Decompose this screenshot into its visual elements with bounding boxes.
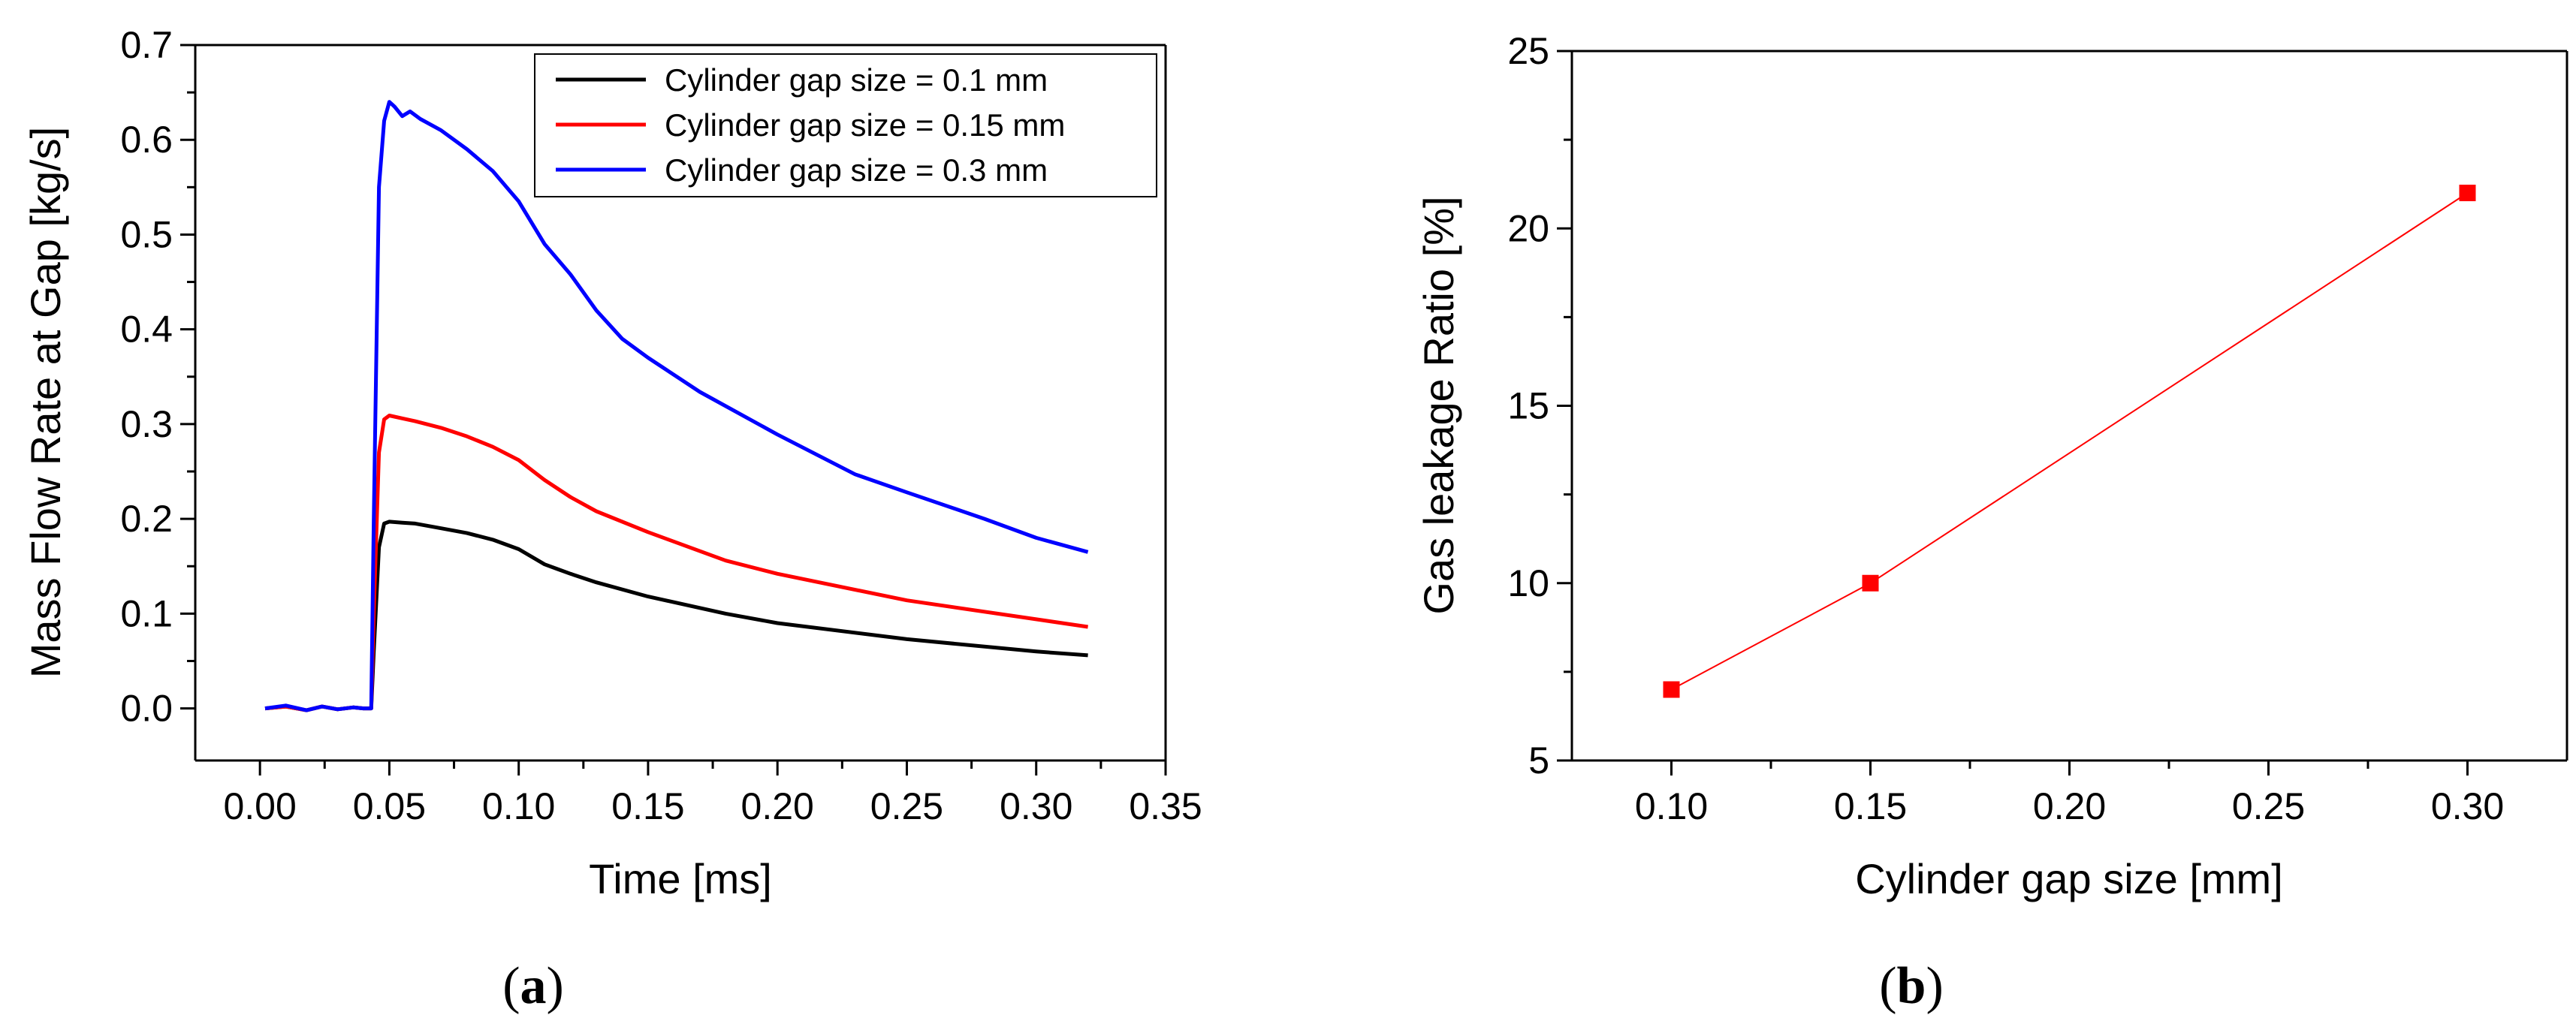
x-tick-label: 0.35 — [1129, 785, 1202, 827]
chart-a-series — [264, 100, 1089, 712]
y-tick-label: 5 — [1528, 739, 1549, 782]
y-tick-label: 15 — [1507, 385, 1549, 427]
chart-b-panel-letter: b — [1897, 957, 1926, 1015]
y-tick-label: 0.2 — [120, 498, 173, 540]
data-point-marker — [1862, 574, 1879, 592]
x-tick-label: 0.25 — [870, 785, 943, 827]
x-tick-label: 0.15 — [611, 785, 684, 827]
chart-a-legend: Cylinder gap size = 0.1 mm Cylinder gap … — [534, 53, 1157, 197]
chart-a-panel-letter: a — [520, 957, 547, 1015]
chart-b-x-axis-title: Cylinder gap size [mm] — [1855, 855, 2283, 902]
chart-b-panel-label: (b) — [1879, 957, 1944, 1015]
chart-a-x-axis-title: Time [ms] — [589, 855, 772, 902]
chart-a-panel-open-paren: ( — [502, 957, 520, 1015]
chart-b-panel-close-paren: ) — [1926, 957, 1943, 1015]
y-tick-label: 10 — [1507, 562, 1549, 604]
y-tick-label: 20 — [1507, 207, 1549, 249]
series-line-gap-0-15 — [264, 414, 1088, 712]
x-tick-label: 0.10 — [482, 785, 555, 827]
chart-b-x-ticks: 0.10 0.15 0.20 0.25 0.30 — [1635, 760, 2504, 827]
series-line-gap-0-3 — [264, 100, 1089, 712]
y-tick-label: 0.3 — [120, 403, 173, 445]
chart-a-y-ticks: 0.0 0.1 0.2 0.3 0.4 0.5 0.6 0.7 — [120, 24, 195, 730]
legend-label-gap-0-15: Cylinder gap size = 0.15 mm — [665, 107, 1065, 143]
x-tick-label: 0.30 — [1000, 785, 1072, 827]
chart-b-series — [1663, 185, 2476, 698]
y-tick-label: 0.5 — [120, 213, 173, 255]
y-tick-label: 0.0 — [120, 688, 173, 730]
chart-a-x-ticks: 0.00 0.05 0.10 0.15 0.20 0.25 0.30 0.35 — [223, 760, 1202, 827]
y-tick-label: 0.4 — [120, 309, 173, 351]
x-tick-label: 0.30 — [2431, 785, 2504, 827]
chart-a-mass-flow-rate: 0.00 0.05 0.10 0.15 0.20 0.25 0.30 0.35 0.00.10… — [22, 24, 1202, 1015]
chart-b-panel-open-paren: ( — [1879, 957, 1896, 1015]
series-line-leakage — [1671, 192, 2469, 691]
y-tick-label: 0.7 — [120, 24, 173, 66]
x-tick-label: 0.25 — [2232, 785, 2305, 827]
chart-b-gas-leakage-ratio: 0.10 0.15 0.20 0.25 0.30 5 10 15 20 25 Cylinder … — [1415, 30, 2568, 1015]
data-point-marker — [1663, 681, 1680, 698]
data-point-marker — [2459, 185, 2476, 201]
y-tick-label: 0.1 — [120, 592, 173, 634]
chart-a-panel-label: (a) — [502, 957, 564, 1015]
x-tick-label: 0.10 — [1635, 785, 1708, 827]
y-tick-label: 25 — [1507, 30, 1549, 72]
y-tick-label: 0.6 — [120, 119, 173, 161]
chart-b-y-axis-title: Gas leakage Ratio [%] — [1415, 196, 1462, 614]
x-tick-label: 0.00 — [223, 785, 296, 827]
chart-a-y-axis-title: Mass Flow Rate at Gap [kg/s] — [22, 127, 69, 678]
x-tick-label: 0.20 — [2033, 785, 2106, 827]
series-line-gap-0-1 — [264, 520, 1088, 712]
x-tick-label: 0.20 — [741, 785, 814, 827]
x-tick-label: 0.05 — [353, 785, 426, 827]
legend-label-gap-0-1: Cylinder gap size = 0.1 mm — [665, 62, 1048, 98]
chart-b-y-ticks: 5 10 15 20 25 — [1507, 30, 1572, 782]
chart-a-panel-close-paren: ) — [547, 957, 564, 1015]
legend-label-gap-0-3: Cylinder gap size = 0.3 mm — [665, 152, 1048, 188]
x-tick-label: 0.15 — [1834, 785, 1907, 827]
